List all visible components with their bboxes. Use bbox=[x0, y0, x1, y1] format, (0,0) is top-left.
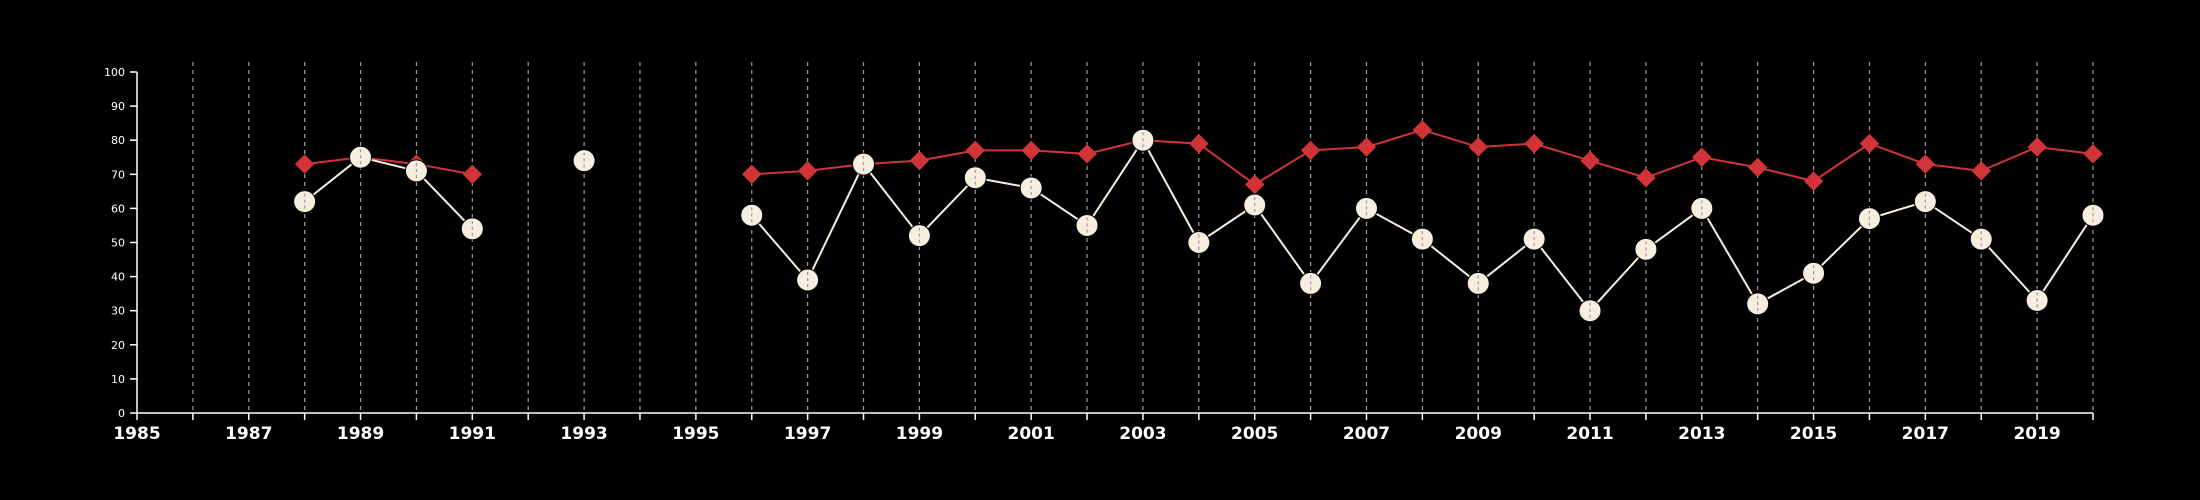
x-tick-label-2001: 2001 bbox=[1008, 424, 1055, 444]
series-0-point-2017 bbox=[1915, 154, 1936, 174]
x-tick-label-2007: 2007 bbox=[1343, 424, 1390, 444]
series-0-line-segment-0 bbox=[304, 156, 473, 176]
series-0-point-1991 bbox=[462, 164, 483, 185]
y-tick-label-80: 80 bbox=[111, 134, 125, 147]
x-tick-label-1999: 1999 bbox=[896, 424, 943, 444]
y-tick-label-10: 10 bbox=[111, 373, 125, 386]
vertical-gridlines bbox=[192, 62, 2094, 413]
series-0-point-2014 bbox=[1747, 157, 1768, 178]
series-0-point-2009 bbox=[1468, 137, 1488, 157]
series-0-point-2006 bbox=[1300, 140, 1321, 161]
series-0-point-2013 bbox=[1692, 147, 1712, 167]
series-0-point-2016 bbox=[1859, 133, 1880, 154]
y-tick-label-20: 20 bbox=[111, 339, 125, 352]
series-0-point-2019 bbox=[2027, 137, 2047, 157]
series-0-point-2012 bbox=[1636, 168, 1656, 188]
y-tick-label-30: 30 bbox=[111, 305, 125, 318]
x-tick-label-2011: 2011 bbox=[1566, 424, 1613, 444]
y-axis-ticks: 0 10 20 30 40 50 60 70 80 90 100 bbox=[104, 66, 137, 420]
x-tick-label-1991: 1991 bbox=[449, 424, 496, 444]
series-0-point-2008 bbox=[1412, 120, 1433, 140]
series-0-point-2011 bbox=[1580, 150, 1600, 171]
x-tick-label-1987: 1987 bbox=[225, 424, 272, 444]
y-tick-label-70: 70 bbox=[111, 168, 125, 181]
series-0-point-2020 bbox=[2083, 144, 2103, 164]
y-tick-label-90: 90 bbox=[111, 100, 125, 113]
series-0-point-2015 bbox=[1803, 171, 1824, 191]
x-tick-label-2013: 2013 bbox=[1678, 424, 1725, 444]
series-1-line-segment-0 bbox=[304, 156, 474, 230]
series-0-point-1996 bbox=[742, 164, 762, 185]
x-tick-label-2005: 2005 bbox=[1231, 424, 1278, 444]
x-tick-label-2003: 2003 bbox=[1119, 424, 1166, 444]
x-tick-label-1995: 1995 bbox=[672, 424, 719, 444]
series-0-point-2018 bbox=[1971, 161, 1991, 181]
y-tick-label-50: 50 bbox=[111, 237, 125, 250]
series-0-point-1997 bbox=[797, 161, 818, 181]
data-series bbox=[293, 120, 2105, 323]
x-tick-label-2017: 2017 bbox=[1902, 424, 1949, 444]
y-tick-label-40: 40 bbox=[111, 271, 125, 284]
series-0-point-1999 bbox=[909, 150, 930, 171]
x-tick-label-1993: 1993 bbox=[560, 424, 607, 444]
series-0-point-2002 bbox=[1077, 144, 1097, 164]
x-tick-label-1985: 1985 bbox=[113, 424, 160, 444]
series-0-point-1988 bbox=[294, 154, 315, 174]
x-axis-ticks: 1985 1987 1989 1991 1993 1995 1997 1999 2001 2003… bbox=[113, 413, 2094, 444]
series-0-point-2001 bbox=[1021, 140, 1041, 161]
series-0-point-2007 bbox=[1356, 137, 1377, 157]
y-tick-label-60: 60 bbox=[111, 202, 125, 215]
x-tick-label-1997: 1997 bbox=[784, 424, 831, 444]
x-tick-label-2015: 2015 bbox=[1790, 424, 1837, 444]
series-0-point-2000 bbox=[965, 140, 985, 161]
x-tick-label-2009: 2009 bbox=[1455, 424, 1502, 444]
x-tick-label-2019: 2019 bbox=[2013, 424, 2060, 444]
y-tick-label-0: 0 bbox=[118, 407, 125, 420]
y-tick-label-100: 100 bbox=[104, 66, 125, 79]
x-tick-label-1989: 1989 bbox=[337, 424, 384, 444]
series-1 bbox=[293, 128, 2105, 323]
series-0-point-2004 bbox=[1189, 133, 1209, 154]
series-0-point-2010 bbox=[1524, 133, 1544, 154]
